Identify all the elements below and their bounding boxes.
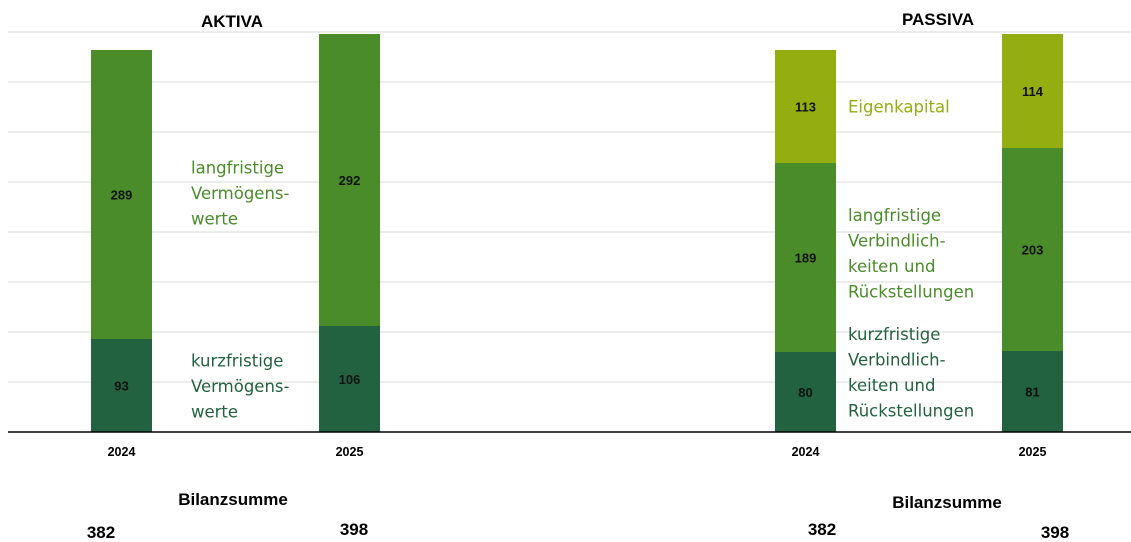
total-passiva-2024: 382	[808, 520, 836, 539]
totals-label-passiva: Bilanzsumme	[892, 493, 1002, 512]
annotation-line: werte	[191, 210, 238, 229]
gridlines	[8, 31, 1131, 383]
annotation-line: kurzfristige	[191, 352, 283, 371]
value-label-kurz-2025: 81	[1025, 385, 1039, 400]
panel-title-aktiva: AKTIVA	[201, 12, 263, 31]
x-tick-2024: 2024	[792, 445, 820, 459]
annotation-line: keiten und	[848, 257, 935, 276]
annotation-line: Vermögens-	[191, 184, 289, 203]
annotation-kurz: kurzfristige Vermögens-werte	[191, 352, 289, 422]
annotation-lang: langfristige Verbindlich-keiten und Rückst…	[848, 206, 974, 302]
total-aktiva-2025: 398	[340, 520, 368, 539]
value-label-kurz-2024: 93	[114, 379, 128, 394]
annotation-line: langfristige	[191, 159, 284, 178]
value-label-kurz-2025: 106	[339, 372, 361, 387]
bar-stacks	[91, 34, 1063, 432]
bar-segment-kurz-2025	[319, 326, 380, 432]
annotation-eigen: Eigenkapital	[848, 98, 950, 117]
value-label-eigen-2025: 114	[1022, 84, 1044, 99]
bar-segment-eigen-2025	[1002, 34, 1063, 148]
value-label-lang-2025: 203	[1022, 243, 1044, 258]
bar-segment-kurz-2025	[1002, 351, 1063, 432]
value-label-lang-2024: 289	[111, 188, 133, 203]
annotation-line: Eigenkapital	[848, 98, 950, 117]
bar-segment-lang-2025	[319, 34, 380, 326]
totals-label-aktiva: Bilanzsumme	[178, 490, 288, 509]
annotation-line: Rückstellungen	[848, 282, 974, 301]
value-label-kurz-2024: 80	[798, 385, 812, 400]
bar-segment-lang-2025	[1002, 148, 1063, 351]
total-passiva-2025: 398	[1041, 523, 1069, 542]
value-label-lang-2024: 189	[795, 251, 817, 266]
x-tick-2024: 2024	[108, 445, 136, 459]
bar-segment-kurz-2024	[91, 339, 152, 432]
annotation-lang: langfristige Vermögens-werte	[191, 159, 289, 229]
annotation-line: kurzfristige	[848, 325, 940, 344]
x-tick-labels: 2024 2025 2024 2025	[108, 445, 1047, 459]
total-aktiva-2024: 382	[87, 523, 115, 542]
value-label-eigen-2024: 113	[795, 100, 816, 115]
annotation-line: Verbindlich-	[848, 231, 946, 250]
annotation-line: Vermögens-	[191, 377, 289, 396]
totals: 382 398 382 398	[87, 520, 1069, 542]
x-tick-2025: 2025	[336, 445, 364, 459]
panel-title-passiva: PASSIVA	[902, 10, 974, 29]
x-tick-2025: 2025	[1019, 445, 1047, 459]
bar-segment-eigen-2024	[775, 50, 836, 163]
value-labels: 93 289 106 292 80 189 113 81 203 114	[111, 84, 1044, 400]
value-label-lang-2025: 292	[339, 173, 361, 188]
annotation-line: Rückstellungen	[848, 401, 974, 420]
annotation-line: Verbindlich-	[848, 350, 946, 369]
annotation-line: werte	[191, 403, 238, 422]
annotation-kurz: kurzfristige Verbindlich-keiten und Rückst…	[848, 325, 974, 421]
annotation-line: langfristige	[848, 206, 941, 225]
bar-segment-kurz-2024	[775, 352, 836, 432]
annotation-line: keiten und	[848, 376, 935, 395]
bar-segment-lang-2024	[91, 50, 152, 339]
series-annotations: langfristige Vermögens-werte kurzfristige V…	[191, 98, 974, 422]
bar-segment-lang-2024	[775, 163, 836, 352]
